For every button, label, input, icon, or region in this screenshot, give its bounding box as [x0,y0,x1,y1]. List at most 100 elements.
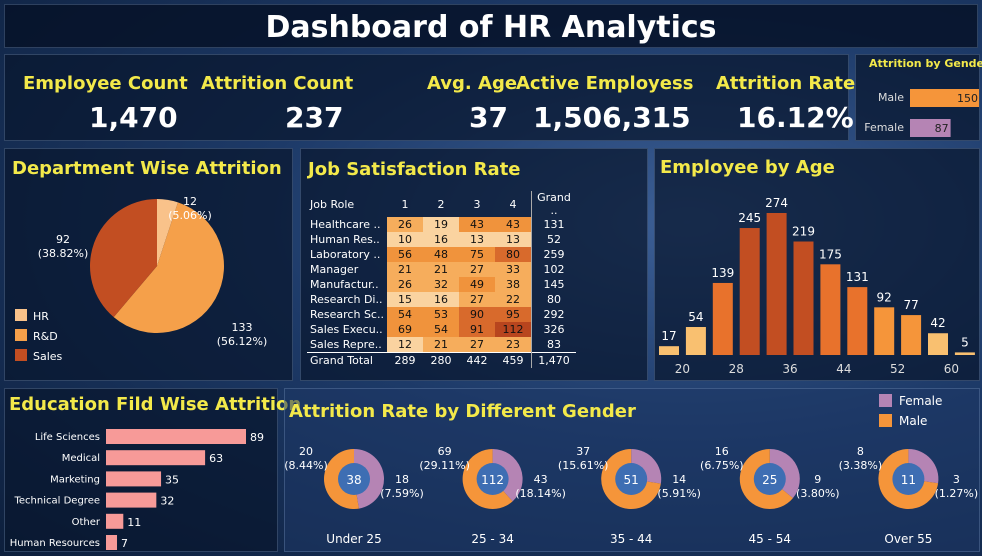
donut-female-pct: (1.27%) [935,487,979,500]
attrition-rate-gender-panel: Attrition Rate by Different Gender Femal… [284,388,980,552]
education-attrition-panel: Education Fild Wise Attrition Life Scien… [4,388,301,552]
age-bar [954,352,975,355]
js-value-cell: 16 [422,292,459,307]
js-role-cell: Human Res.. [310,233,380,246]
js-value-cell: 15 [386,292,423,307]
kpi-active-employees-label: Active Employess [516,73,694,94]
edu-bar [106,471,162,487]
gender-legend-swatch [879,414,892,427]
edu-bar-value: 11 [127,516,141,529]
js-role-cell: Laboratory .. [310,248,381,261]
donut-male-value: 16 [715,445,729,458]
donut-center [892,463,925,495]
js-value-cell: 43 [458,217,495,232]
age-bar [820,264,841,355]
age-tick-label: 36 [782,362,797,376]
donut-group-label: 45 - 54 [749,532,792,546]
edu-bar [106,429,246,444]
donut-female-pct: (7.59%) [380,487,424,500]
donut-total: 11 [901,473,916,487]
js-total-cell: 80 [530,292,576,307]
attrition-by-gender-panel: Attrition by Gender Male 150 Female 87 [855,54,982,141]
edu-bar-value: 63 [209,452,223,465]
donut-group-label: 25 - 34 [471,532,513,546]
job-satisfaction-table: Job Role 1 2 3 4 Grand .. Healthcare .. 26 19 43… [307,191,576,368]
kpi-attrition-rate-value: 16.12% [737,101,854,134]
js-value-cell: 27 [458,337,495,353]
js-role-cell: Research Sc.. [310,308,384,321]
age-tick-label: 28 [729,362,744,376]
js-table-row: Healthcare .. 26 19 43 43 131 [307,217,576,232]
js-table-row: Research Di.. 15 16 27 22 80 [307,292,576,307]
age-bar [874,307,895,355]
donut-total: 112 [481,473,504,487]
js-value-cell: 54 [386,307,423,322]
js-total-cell: 292 [530,307,576,322]
kpi-attrition-count-value: 237 [285,101,344,134]
js-role-cell: Healthcare .. [310,218,381,231]
js-grand-total-row: Grand Total 289 280 442 459 1,470 [307,352,576,368]
age-tick-label: 60 [944,362,959,376]
donut-female-pct: (5.91%) [657,487,701,500]
gender-bar-label: Female [864,121,904,134]
js-table-row: Sales Execu.. 69 54 91 112 326 [307,322,576,337]
department-attrition-title: Department Wise Attrition [12,158,282,179]
edu-bar-label: Life Sciences [35,432,100,443]
dept-legend-swatch [15,349,27,361]
donut-center [615,463,648,495]
age-bar [793,241,814,355]
donut-group-label: Under 25 [326,532,381,546]
js-value-cell: 48 [422,247,459,262]
dept-slice-pct: (5.06%) [168,209,212,222]
js-total-cell: 131 [530,217,576,232]
edu-bar-label: Other [72,517,101,528]
donut-female-pct: (3.80%) [796,487,840,500]
js-value-cell: 90 [458,307,495,322]
education-attrition-title: Education Fild Wise Attrition [9,394,302,415]
js-role-cell: Sales Repre.. [310,338,382,351]
dept-legend-swatch [15,309,27,321]
donut-male-pct: (29.11%) [419,459,470,472]
js-value-cell: 53 [422,307,459,322]
attrition-by-gender-title: Attrition by Gender [869,57,982,70]
js-value-cell: 49 [458,277,495,292]
js-table-row: Sales Repre.. 12 21 27 23 83 [307,337,576,353]
age-bar-value: 245 [738,211,761,225]
age-bar [739,228,760,355]
edu-bar [106,513,124,529]
dept-slice-pct: (38.82%) [38,247,89,260]
gender-bar [910,119,951,137]
js-value-cell: 22 [494,292,532,307]
dept-legend-label: HR [33,310,49,323]
js-grand-total-cell: 280 [422,352,459,368]
donut-male-pct: (15.61%) [558,459,609,472]
js-value-cell: 26 [386,277,423,292]
js-value-cell: 56 [386,247,423,262]
js-column-header: 2 [437,197,445,211]
age-bar-value: 42 [930,316,945,330]
age-bar-value: 219 [792,225,815,239]
js-value-cell: 27 [458,292,495,307]
js-value-cell: 43 [494,217,532,232]
js-value-cell: 80 [494,247,532,262]
age-tick-label: 52 [890,362,905,376]
dept-pie-slice [113,202,225,333]
js-value-cell: 95 [494,307,532,322]
js-table-row: Research Sc.. 54 53 90 95 292 [307,307,576,322]
js-table-row: Manager 21 21 27 33 102 [307,262,576,277]
donut-male-pct: (6.75%) [700,459,744,472]
dept-slice-value: 133 [232,321,253,334]
age-bar-value: 5 [961,335,969,349]
edu-bar-label: Medical [62,453,100,464]
js-role-cell: Manager [310,263,359,276]
js-role-cell: Research Di.. [310,293,383,306]
edu-bar-label: Marketing [50,474,100,485]
gender-legend-swatch [879,394,892,407]
js-grand-total-cell: 1,470 [530,352,576,368]
donut-female-value: 18 [395,473,409,486]
age-bar-value: 139 [711,266,734,280]
js-table-row: Human Res.. 10 16 13 13 52 [307,232,576,247]
edu-bar-value: 32 [160,495,174,508]
dept-legend-swatch [15,329,27,341]
